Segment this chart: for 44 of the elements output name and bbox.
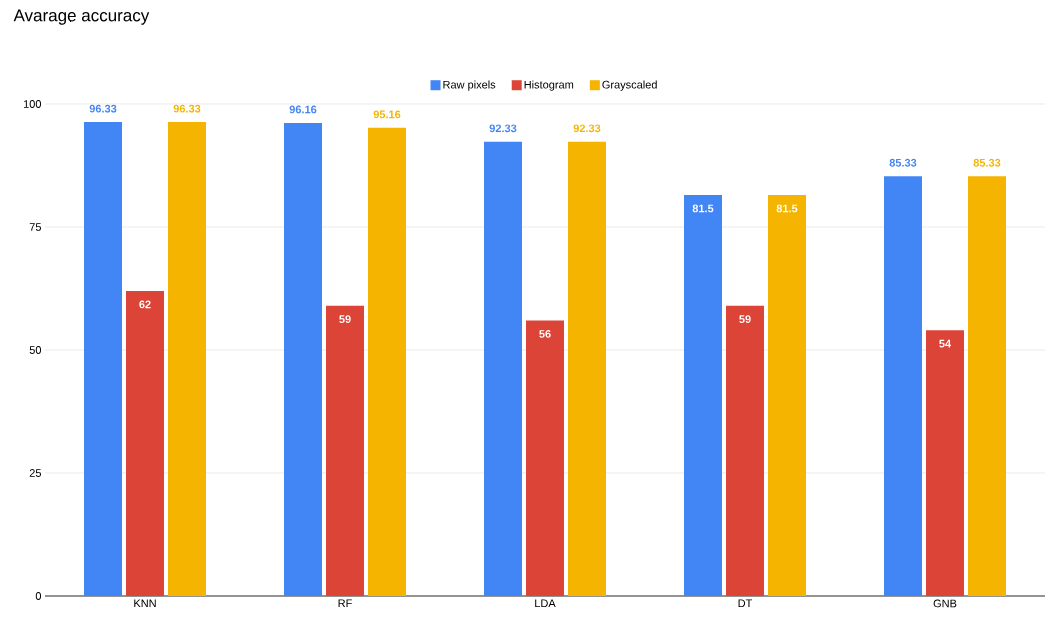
data-label: 95.16 bbox=[373, 110, 401, 119]
legend-label: Raw pixels bbox=[443, 80, 496, 91]
data-label: 81.5 bbox=[692, 204, 714, 213]
data-label: 62 bbox=[139, 300, 151, 309]
bar bbox=[168, 122, 206, 596]
bar bbox=[526, 320, 564, 596]
data-label: 81.5 bbox=[776, 204, 798, 213]
y-tick-label: 75 bbox=[29, 223, 41, 231]
bar bbox=[326, 305, 364, 596]
y-tick-label: 50 bbox=[29, 346, 42, 354]
bar bbox=[368, 127, 406, 596]
x-tick-label: LDA bbox=[535, 599, 556, 608]
bar bbox=[768, 195, 806, 596]
x-tick-label: DT bbox=[738, 599, 753, 608]
data-label: 96.16 bbox=[289, 105, 317, 114]
bar bbox=[126, 290, 164, 596]
data-label: 59 bbox=[339, 315, 351, 324]
y-tick-label: 100 bbox=[23, 100, 42, 108]
bar bbox=[883, 176, 922, 596]
bar bbox=[484, 141, 522, 596]
x-tick-label: GNB bbox=[933, 599, 957, 608]
bar bbox=[725, 305, 764, 596]
bar bbox=[568, 141, 606, 596]
x-tick-label: RF bbox=[338, 599, 352, 608]
x-tick-label: KNN bbox=[134, 599, 156, 608]
data-label: 96.33 bbox=[173, 104, 201, 113]
data-label: 54 bbox=[939, 339, 952, 348]
bar bbox=[284, 122, 322, 596]
data-label: 96.33 bbox=[89, 104, 117, 113]
bar bbox=[925, 330, 964, 596]
legend-label: Histogram bbox=[524, 80, 574, 91]
bar bbox=[683, 195, 722, 596]
data-label: 85.33 bbox=[973, 158, 1001, 167]
legend-label: Grayscaled bbox=[602, 80, 657, 91]
data-label: 92.33 bbox=[573, 124, 601, 133]
data-label: 59 bbox=[739, 315, 751, 324]
bar bbox=[84, 122, 122, 596]
data-label: 56 bbox=[539, 330, 551, 338]
data-label: 92.33 bbox=[489, 124, 517, 133]
chart-title: Avarage accuracy bbox=[13, 9, 150, 25]
y-tick-label: 25 bbox=[29, 469, 41, 477]
y-tick-label: 0 bbox=[35, 592, 42, 600]
bar bbox=[968, 176, 1006, 596]
data-label: 85.33 bbox=[889, 158, 917, 167]
